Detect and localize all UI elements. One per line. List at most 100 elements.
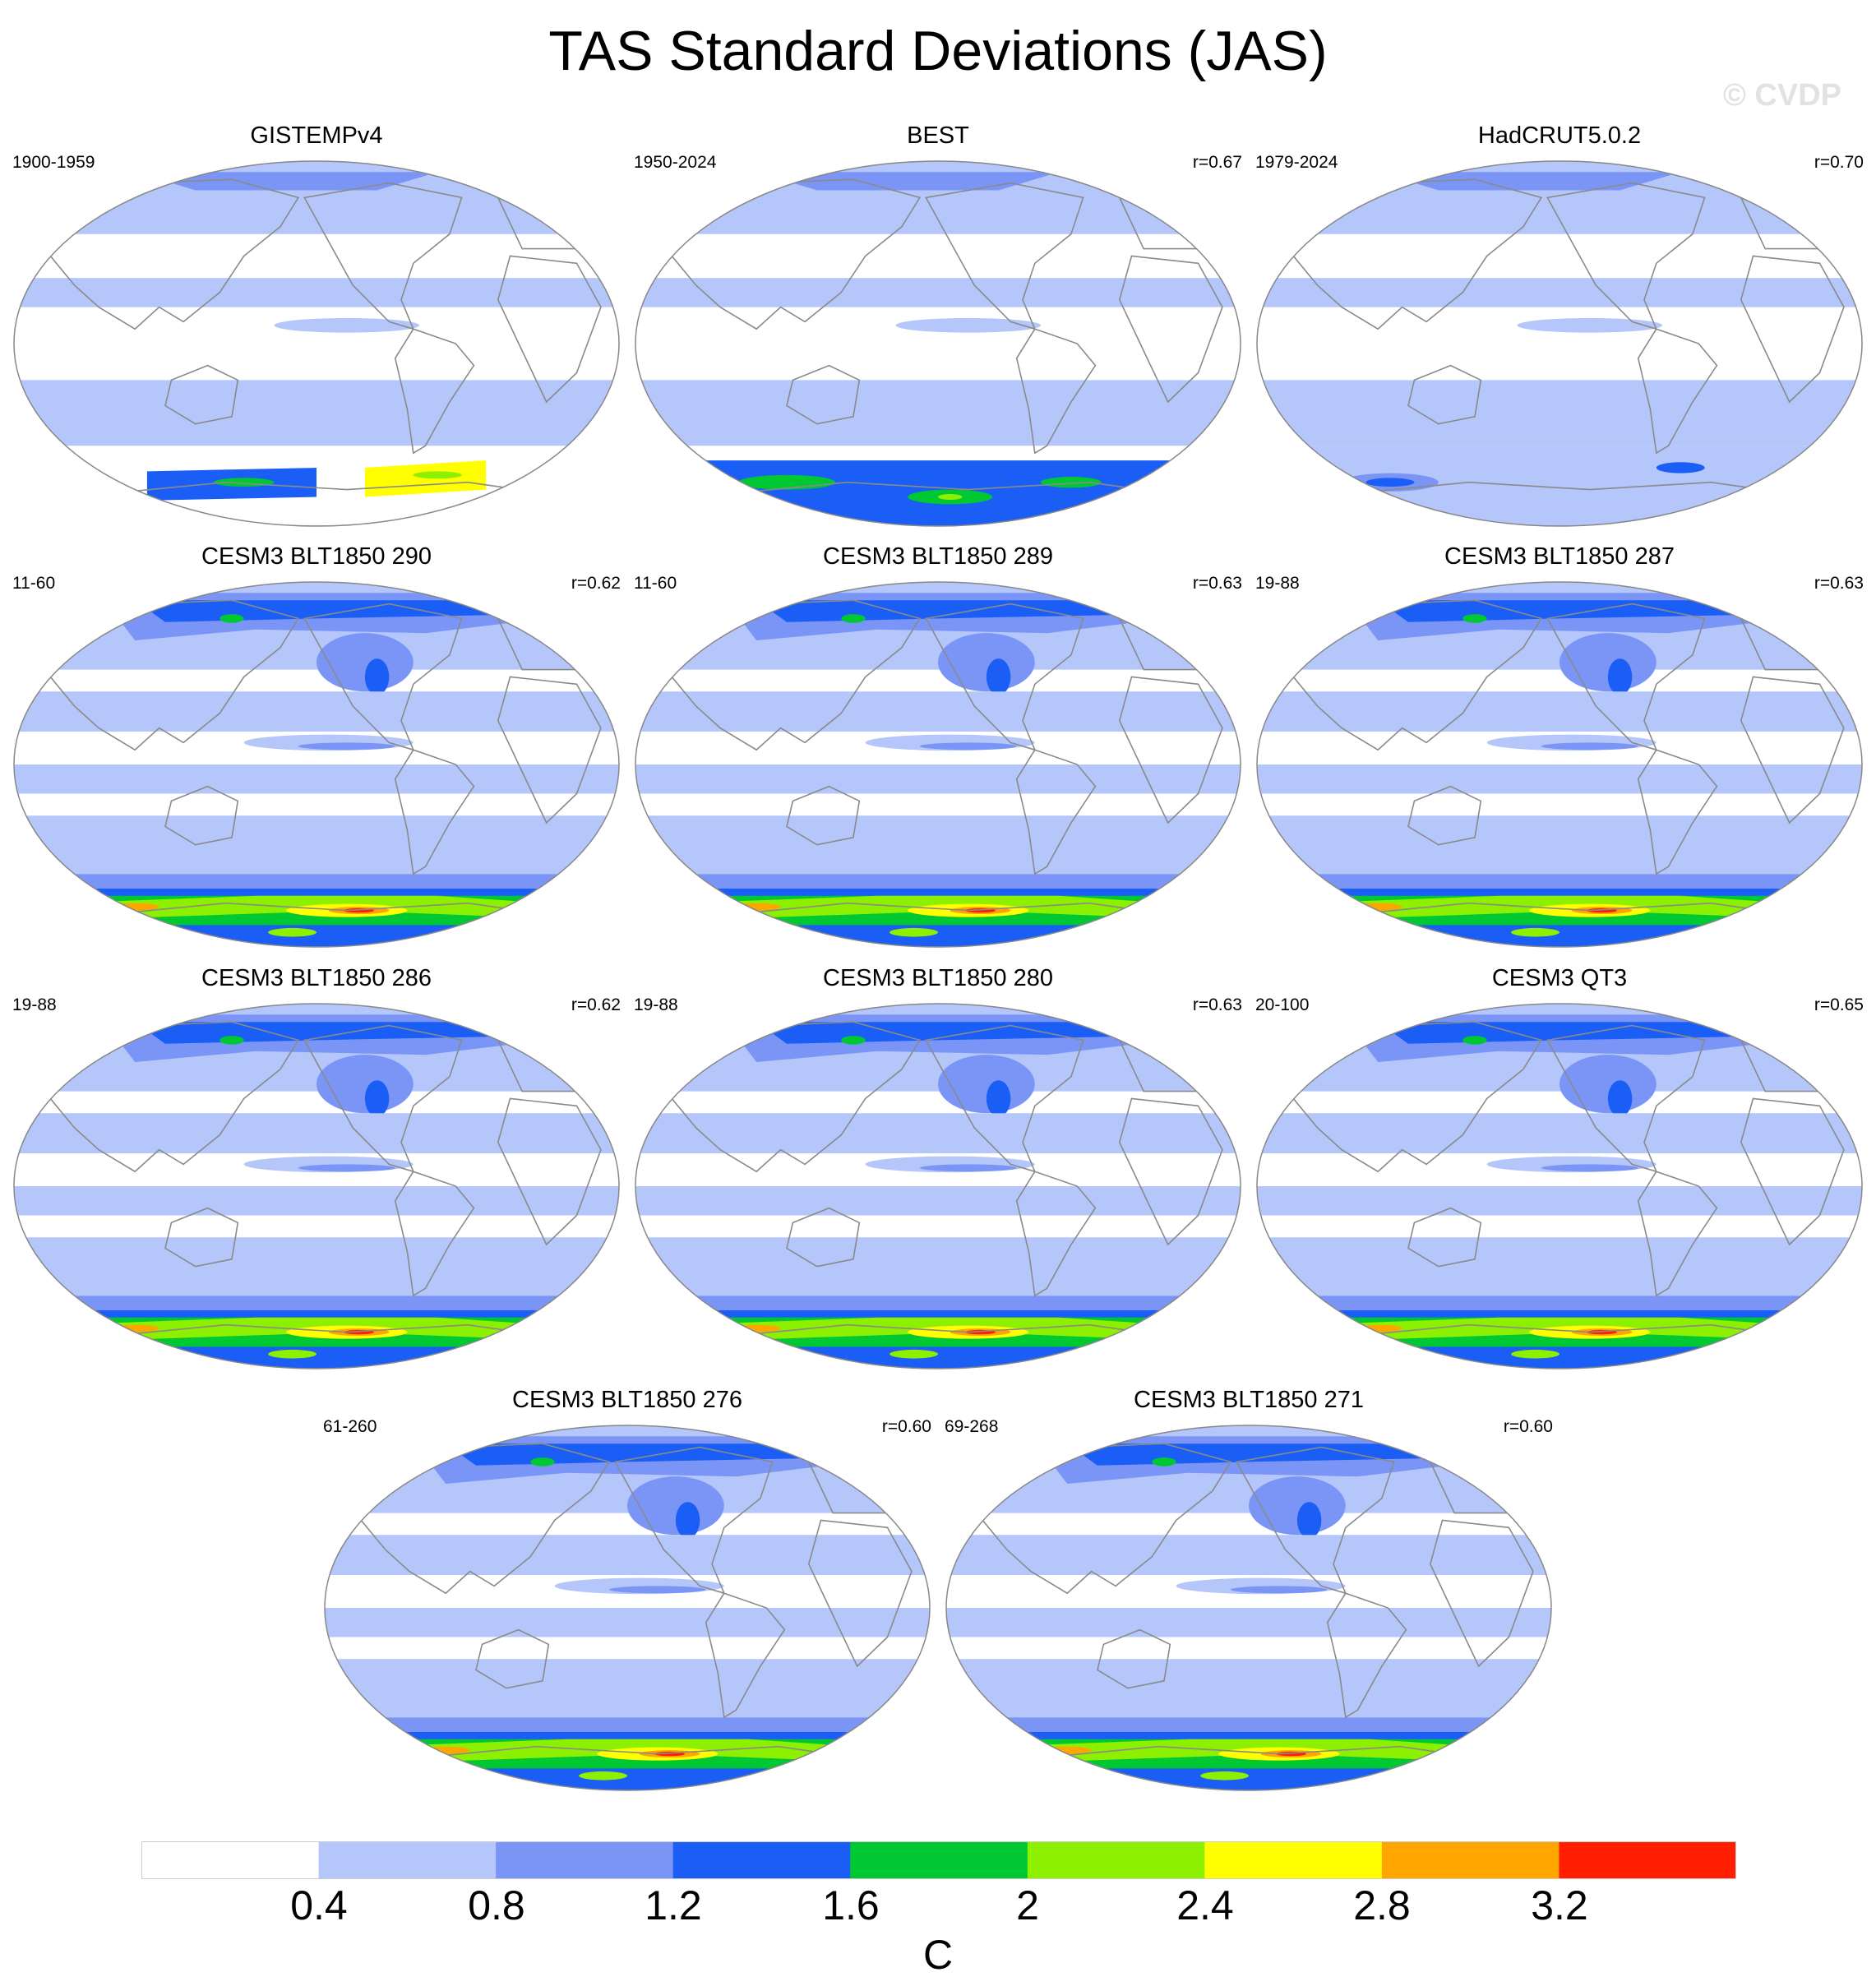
arctic-moderate bbox=[1378, 172, 1681, 191]
colorbar-swatch bbox=[1381, 1841, 1559, 1879]
coastline-africa bbox=[497, 1097, 602, 1246]
coastline-asia bbox=[982, 1443, 1232, 1595]
panel-title: CESM3 BLT1850 271 bbox=[1134, 1387, 1364, 1413]
panel-period: 19-88 bbox=[634, 995, 678, 1014]
coastline-northAmerica bbox=[303, 182, 463, 330]
north-pacific-blob bbox=[317, 633, 414, 692]
coastline-africa bbox=[1740, 255, 1845, 404]
coastline-asia bbox=[49, 599, 300, 751]
map-content bbox=[1257, 161, 1862, 526]
panel-correlation: r=0.67 bbox=[1192, 153, 1242, 172]
panel-title: HadCRUT5.0.2 bbox=[1477, 122, 1642, 149]
coastline-australia bbox=[1407, 1207, 1482, 1268]
north-america-high bbox=[364, 658, 390, 695]
panel-correlation: r=0.63 bbox=[1192, 995, 1242, 1014]
panel-correlation: r=0.70 bbox=[1814, 153, 1864, 172]
subtropical-band bbox=[1257, 278, 1862, 307]
southern-band bbox=[1257, 1186, 1862, 1216]
north-america-high bbox=[986, 658, 1011, 695]
north-america-high bbox=[1296, 1502, 1322, 1539]
map-panel: CESM3 BLT1850 276 61-260 r=0.60 bbox=[323, 1386, 931, 1793]
arctic-peak bbox=[530, 1457, 555, 1466]
map-plot bbox=[945, 1425, 1552, 1791]
map-panel: GISTEMPv4 1900-1959 bbox=[12, 122, 621, 529]
coastline-southAmerica bbox=[1015, 328, 1097, 455]
coastline-southAmerica bbox=[1326, 1592, 1407, 1719]
antarctic-orange-west bbox=[732, 903, 781, 911]
antarctic-interior-peak bbox=[1511, 1349, 1559, 1359]
map-content bbox=[946, 1425, 1551, 1790]
north-america-high bbox=[1607, 658, 1633, 695]
panel-title: CESM3 QT3 bbox=[1491, 965, 1628, 991]
subtropical-band bbox=[14, 691, 619, 732]
subtropical-band bbox=[1257, 691, 1862, 732]
coastline-southAmerica bbox=[1637, 1171, 1718, 1297]
southern-band bbox=[14, 1186, 619, 1216]
map-plot bbox=[13, 1003, 620, 1369]
southern-ocean-band bbox=[635, 380, 1241, 446]
map-plot bbox=[635, 1003, 1241, 1369]
antarctic-light bbox=[1257, 446, 1862, 526]
coastline-northAmerica bbox=[614, 1446, 774, 1595]
subtropical-band bbox=[1257, 1113, 1862, 1153]
coastline-asia bbox=[1292, 1021, 1543, 1173]
subtropical-band bbox=[946, 1535, 1551, 1575]
coastline-southAmerica bbox=[1015, 749, 1097, 875]
colorbar-label: 2 bbox=[1016, 1882, 1039, 1928]
enso-band bbox=[895, 317, 1042, 333]
subtropical-band bbox=[14, 1113, 619, 1153]
north-america-high bbox=[1607, 1080, 1633, 1117]
antarctic-orange-west bbox=[110, 903, 159, 911]
antarctic-interior bbox=[14, 1346, 619, 1369]
map-plot bbox=[324, 1425, 931, 1791]
north-pacific-blob bbox=[317, 1055, 414, 1114]
southern-ocean-band bbox=[1257, 380, 1862, 446]
coastline-australia bbox=[786, 785, 861, 846]
north-america-high bbox=[364, 1080, 390, 1117]
panel-correlation: r=0.63 bbox=[1814, 574, 1864, 593]
coastline-northAmerica bbox=[303, 603, 463, 751]
panel-period: 11-60 bbox=[634, 574, 677, 593]
panel-title: CESM3 BLT1850 276 bbox=[512, 1387, 742, 1413]
southern-ocean-band bbox=[946, 1659, 1551, 1718]
map-frame bbox=[1256, 1003, 1863, 1369]
coastline-africa bbox=[1118, 255, 1223, 404]
colorbar-swatch bbox=[672, 1841, 851, 1879]
panel-period: 11-60 bbox=[12, 574, 56, 593]
coastline-northAmerica bbox=[925, 182, 1084, 330]
map-panel: CESM3 BLT1850 290 11-60 r=0.62 bbox=[12, 543, 621, 949]
southern-ocean-band bbox=[1257, 1237, 1862, 1296]
antarctic-interior-peak bbox=[579, 1771, 627, 1780]
arctic-peak bbox=[219, 1036, 244, 1045]
map-frame bbox=[945, 1425, 1552, 1791]
coastline-southAmerica bbox=[394, 749, 475, 875]
colorbar-swatch bbox=[141, 1841, 320, 1879]
southern-band bbox=[325, 1608, 930, 1637]
antarctic-interior bbox=[325, 1768, 930, 1790]
map-panel: CESM3 BLT1850 280 19-88 r=0.63 bbox=[634, 964, 1242, 1371]
north-america-high bbox=[675, 1502, 700, 1539]
map-panel: CESM3 QT3 20-100 r=0.65 bbox=[1255, 964, 1864, 1371]
enso-band bbox=[274, 317, 420, 333]
antarctic-orange-west bbox=[110, 1324, 159, 1332]
subtropical-band bbox=[635, 278, 1241, 307]
panel-period: 69-268 bbox=[945, 1417, 999, 1436]
map-content bbox=[635, 582, 1241, 947]
southern-band bbox=[946, 1608, 1551, 1637]
coastline-asia bbox=[360, 1443, 611, 1595]
panel-period: 1979-2024 bbox=[1255, 153, 1338, 172]
antarctic-interior bbox=[1257, 1346, 1862, 1369]
colorbar-label: 2.8 bbox=[1353, 1882, 1411, 1928]
antarctic-orange-west bbox=[732, 1324, 781, 1332]
coastline-northAmerica bbox=[303, 1024, 463, 1173]
coastline-africa bbox=[1118, 676, 1223, 824]
map-content bbox=[1257, 582, 1862, 947]
coastline-northAmerica bbox=[925, 1024, 1084, 1173]
panel-title: CESM3 BLT1850 280 bbox=[823, 965, 1053, 991]
map-plot bbox=[635, 160, 1241, 527]
subtropical-band bbox=[635, 691, 1241, 732]
coastline-southAmerica bbox=[394, 328, 475, 455]
southern-ocean-band bbox=[14, 815, 619, 875]
map-content bbox=[635, 1004, 1241, 1369]
map-frame bbox=[13, 1003, 620, 1369]
